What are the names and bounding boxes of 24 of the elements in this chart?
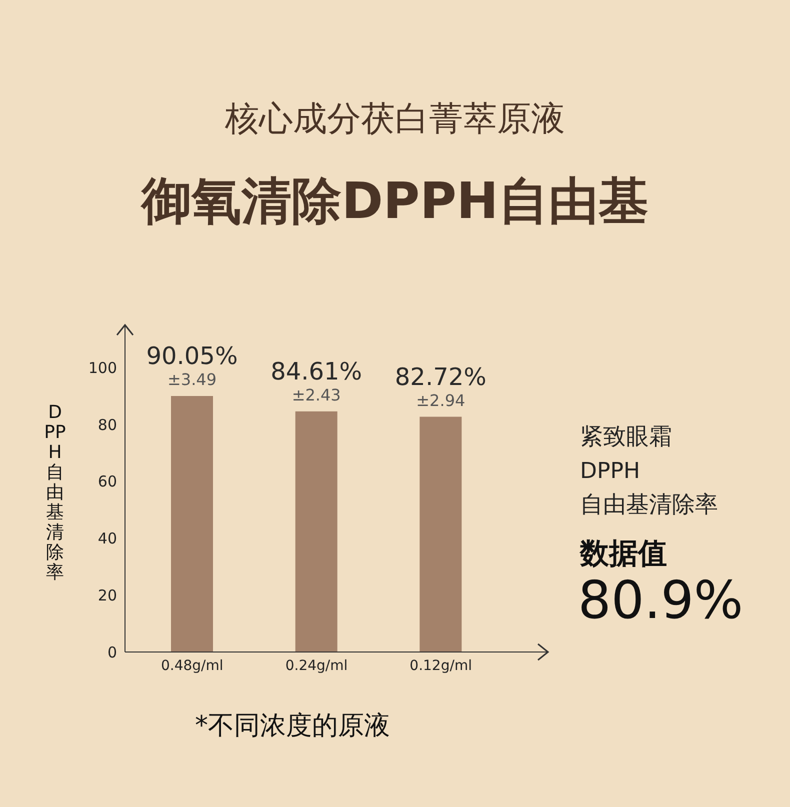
text: 80.9%	[578, 571, 744, 631]
y-tick-label: 80	[98, 416, 117, 434]
text: *不同浓度的原液	[195, 711, 390, 741]
annotation: ±3.49	[167, 370, 217, 389]
y-tick-label: 40	[98, 530, 117, 548]
text: DPPH	[44, 402, 66, 463]
chart-title: 御氧清除DPPH自由基	[140, 171, 650, 232]
y-tick-label: 0	[107, 643, 117, 662]
text: 数据值	[580, 536, 667, 570]
x-tick-label: 0.12g/ml	[410, 658, 472, 674]
data-label: 84.61%	[270, 357, 362, 386]
y-tick-label: 20	[98, 586, 117, 604]
data-label: 82.72%	[394, 362, 486, 391]
text: 紧致眼霜	[580, 424, 672, 450]
y-axis-title: DPPH 自由基清除率	[580, 459, 718, 518]
chart-subtitle: 核心成分茯白菁萃原液	[224, 98, 566, 141]
annotation: ±2.43	[292, 385, 341, 404]
text: 自由基清除率	[46, 462, 64, 583]
y-tick-label: 100	[88, 358, 117, 377]
y-tick-label: 60	[98, 472, 117, 491]
x-tick-label: 0.24g/ml	[285, 658, 348, 674]
data-label: 90.05%	[146, 342, 238, 370]
annotation: ±2.94	[416, 390, 466, 410]
x-tick-label: 0.48g/ml	[161, 658, 224, 674]
